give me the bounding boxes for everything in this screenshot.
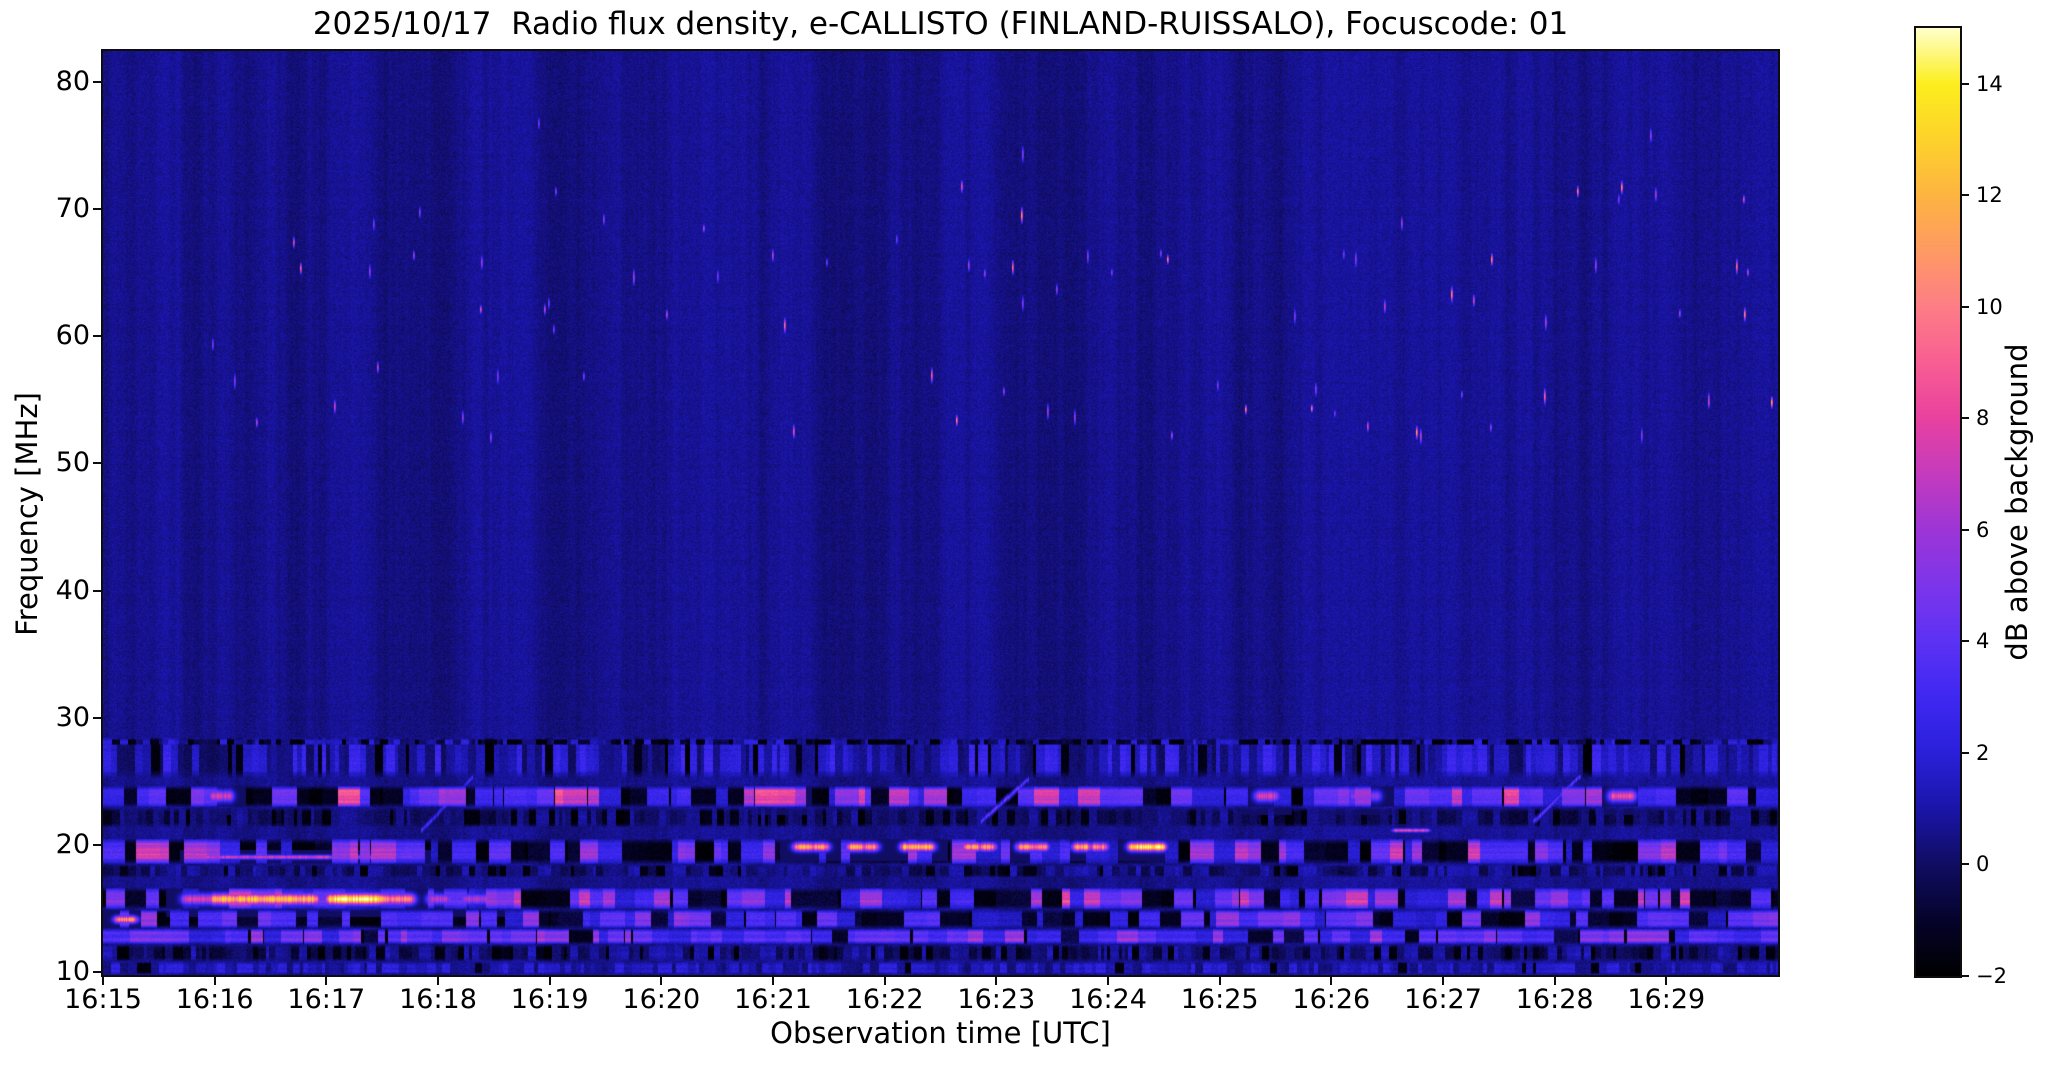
x-tick-mark [772,977,774,985]
colorbar-tick-label: 8 [1976,406,1990,431]
colorbar-tick-mark [1962,82,1969,85]
x-tick-mark [883,977,886,985]
x-tick-mark [1330,977,1333,985]
colorbar-frame [1914,26,1962,978]
x-axis-label: Observation time [UTC] [770,1016,1111,1050]
colorbar-tick-label: 12 [1976,183,2003,208]
y-tick-mark [93,335,101,338]
colorbar-tick-mark [1962,305,1969,308]
x-tick-mark [213,977,216,985]
y-tick-mark [93,80,101,83]
x-tick-label: 16:28 [1515,984,1594,1015]
x-tick-label: 16:15 [64,984,142,1015]
y-tick-label: 80 [55,65,90,97]
y-tick-mark [93,971,101,974]
plot-title: 2025/10/17 Radio flux density, e-CALLIST… [312,6,1569,42]
colorbar-tick-label: −2 [1976,964,2007,988]
y-tick-label: 10 [55,956,90,988]
x-tick-label: 16:21 [734,984,812,1015]
x-tick-label: 16:19 [510,984,589,1015]
y-tick-mark [93,716,101,719]
x-tick-label: 16:16 [175,984,254,1015]
colorbar-tick-mark [1962,863,1969,866]
colorbar-tick-label: 10 [1976,294,2003,319]
x-tick-label: 16:22 [845,984,924,1015]
y-tick-label: 70 [55,192,90,224]
y-tick-mark [93,462,101,465]
colorbar-tick-mark [1962,975,1969,977]
x-tick-mark [437,977,439,985]
x-tick-mark [102,977,104,985]
y-axis-label: Frequency [MHz] [10,392,44,636]
colorbar-tick-label: 6 [1976,517,1990,542]
x-tick-mark [995,977,998,985]
y-tick-label: 20 [55,829,90,861]
colorbar-label: dB above background [2000,343,2034,661]
y-tick-label: 40 [55,574,90,606]
colorbar-tick-mark [1962,751,1969,754]
colorbar-tick-mark [1962,528,1969,531]
y-tick-mark [93,844,101,847]
x-tick-label: 16:27 [1404,984,1482,1015]
spectrogram-canvas [103,51,1778,975]
y-tick-mark [93,589,101,592]
colorbar-tick-label: 2 [1976,740,1990,765]
y-tick-label: 60 [55,320,90,352]
x-tick-label: 16:26 [1292,984,1371,1015]
y-tick-label: 30 [55,701,90,733]
x-tick-mark [1218,977,1221,985]
x-tick-label: 16:25 [1180,984,1259,1015]
x-tick-mark [325,977,328,985]
x-tick-mark [1665,977,1668,985]
x-tick-label: 16:29 [1627,984,1706,1015]
colorbar-tick-mark [1962,417,1969,420]
x-tick-label: 16:17 [287,984,366,1015]
colorbar-tick-mark [1962,640,1969,643]
x-tick-mark [1442,977,1444,985]
x-tick-label: 16:24 [1069,984,1147,1015]
x-tick-mark [548,977,551,985]
y-tick-mark [93,207,101,210]
x-tick-mark [1553,977,1556,985]
colorbar-tick-label: 0 [1976,852,1990,877]
x-tick-mark [1107,977,1109,985]
x-tick-mark [660,977,663,985]
colorbar-tick-label: 4 [1976,629,1990,654]
x-tick-label: 16:18 [399,984,477,1015]
x-tick-label: 16:20 [622,984,701,1015]
colorbar-tick-mark [1962,194,1969,197]
x-tick-label: 16:23 [957,984,1036,1015]
y-tick-label: 50 [55,447,90,479]
colorbar [1916,28,1960,976]
colorbar-tick-label: 14 [1976,71,2003,96]
